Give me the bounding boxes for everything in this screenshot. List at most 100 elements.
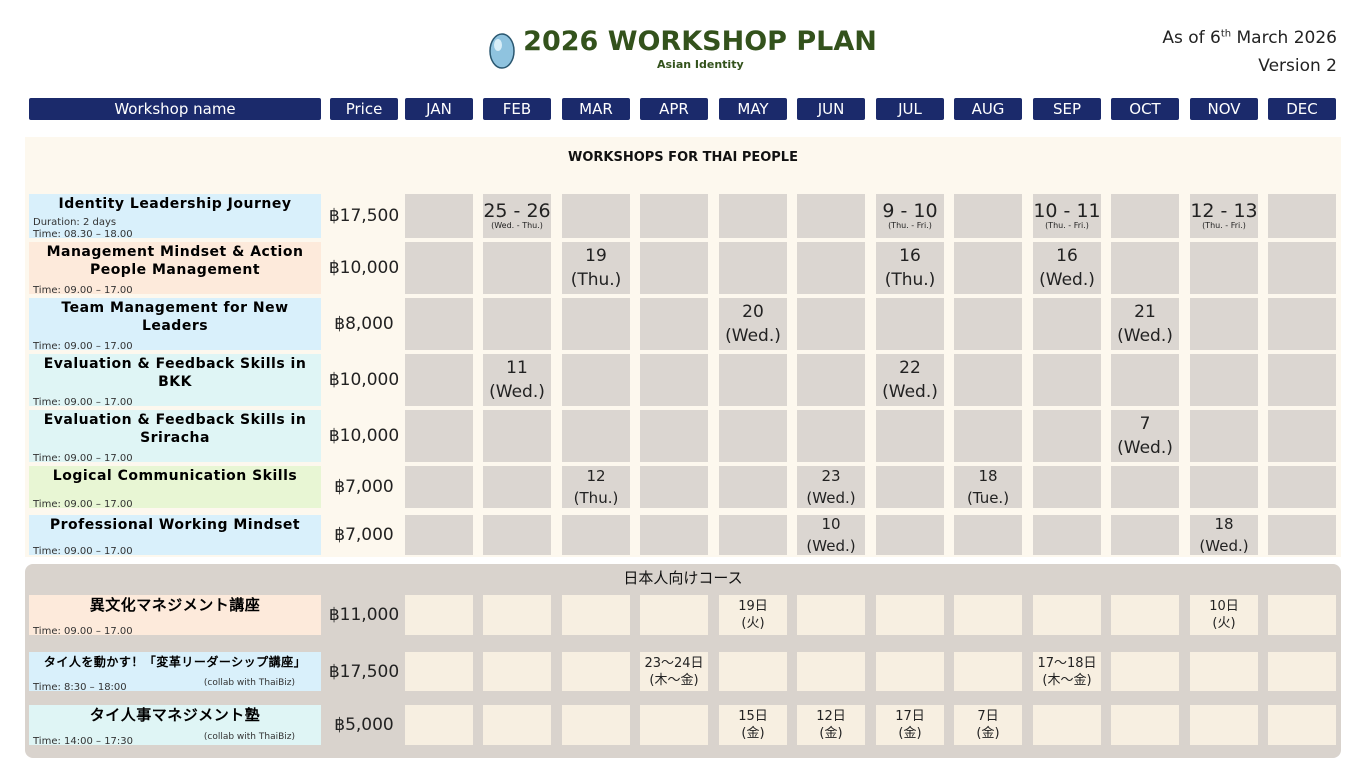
- month-cell: 16 (Wed.): [1033, 242, 1101, 294]
- month-cell: [1268, 515, 1336, 555]
- month-cell: [797, 298, 865, 350]
- version: Version 2: [1258, 56, 1337, 76]
- session-date: 12日: [816, 709, 846, 724]
- session-date: 19日: [738, 599, 768, 614]
- workshop-detail: Time: 09.00 – 17.00: [33, 453, 133, 464]
- month-cell: [405, 515, 473, 555]
- month-cell: [1033, 595, 1101, 635]
- logo-egg: [489, 33, 515, 69]
- workshop-detail: Time: 8:30 – 18:00: [33, 682, 127, 693]
- month-cell: [954, 354, 1022, 406]
- session-day: (Wed.): [806, 489, 856, 507]
- header-month: MAR: [562, 98, 630, 120]
- month-cell: [797, 410, 865, 462]
- month-cell: [954, 652, 1022, 691]
- month-cell: [954, 242, 1022, 294]
- month-cell: [876, 466, 944, 508]
- workshop-detail: Time: 09.00 – 17.00: [33, 546, 133, 557]
- name-cell: Management Mindset & Action People Manag…: [29, 242, 321, 296]
- month-cell: 10日 (火): [1190, 595, 1258, 635]
- month-cell: [640, 354, 708, 406]
- month-cell: [719, 354, 787, 406]
- title: 2026 WORKSHOP PLAN: [523, 26, 877, 57]
- month-cell: 20 (Wed.): [719, 298, 787, 350]
- month-cell: [562, 298, 630, 350]
- name-cell: Logical Communication Skills Time: 09.00 …: [29, 466, 321, 510]
- month-cell: 17〜18日 (木〜金): [1033, 652, 1101, 691]
- month-cell: [640, 705, 708, 745]
- month-cell: 16 (Thu.): [876, 242, 944, 294]
- price: ฿7,000: [334, 477, 394, 497]
- session-day: (金): [819, 726, 843, 741]
- session-day: (Tue.): [966, 489, 1010, 507]
- month-cell: [562, 194, 630, 238]
- month-cell: [797, 354, 865, 406]
- price: ฿11,000: [328, 605, 400, 625]
- month-cell: 9 - 10 (Thu. - Fri.): [876, 194, 944, 238]
- month-cell: [1190, 298, 1258, 350]
- month-cell: [719, 652, 787, 691]
- workshop-detail: Time: 09.00 – 17.00: [33, 341, 133, 352]
- session-date: 9 - 10: [882, 200, 938, 222]
- as-of-sup: th: [1220, 28, 1232, 40]
- month-cell: [876, 515, 944, 555]
- name-cell: タイ人事マネジメント塾 Time: 14:00 – 17:30 (collab wi…: [29, 705, 321, 747]
- month-cell: [1111, 515, 1179, 555]
- price: ฿17,500: [328, 206, 400, 226]
- month-cell: [1111, 705, 1179, 745]
- month-cell: [1111, 354, 1179, 406]
- session-day: (Thu. - Fri.): [1202, 221, 1246, 230]
- workshop-detail: Time: 08.30 – 18.00: [33, 229, 133, 240]
- header-month: APR: [640, 98, 708, 120]
- month-cell: [1190, 705, 1258, 745]
- month-cell: [954, 410, 1022, 462]
- workshop-name: Professional Working Mindset: [49, 517, 301, 533]
- session-day: (Wed.): [489, 382, 545, 402]
- session-date: 17日: [895, 709, 925, 724]
- header-month: AUG: [954, 98, 1022, 120]
- workshop-detail: Time: 09.00 – 17.00: [33, 397, 133, 408]
- month-cell: 7日 (金): [954, 705, 1022, 745]
- name-cell: Professional Working Mindset Time: 09.00 …: [29, 515, 321, 557]
- month-cell: [640, 595, 708, 635]
- month-cell: [1268, 298, 1336, 350]
- month-cell: 7 (Wed.): [1111, 410, 1179, 462]
- section-title: WORKSHOPS FOR THAI PEOPLE: [568, 150, 798, 165]
- session-day: (木〜金): [1042, 672, 1092, 688]
- month-cell: [405, 466, 473, 508]
- month-cell: [1268, 242, 1336, 294]
- session-date: 10日: [1209, 599, 1239, 614]
- month-cell: [1268, 705, 1336, 745]
- month-cell: [1111, 466, 1179, 508]
- month-cell: [483, 705, 551, 745]
- session-date: 10: [821, 515, 841, 533]
- month-cell: [797, 595, 865, 635]
- month-cell: [483, 595, 551, 635]
- month-cell: 22 (Wed.): [876, 354, 944, 406]
- month-cell: [405, 194, 473, 238]
- month-cell: [483, 410, 551, 462]
- header-month: OCT: [1111, 98, 1179, 120]
- header-month: DEC: [1268, 98, 1336, 120]
- month-cell: [1190, 466, 1258, 508]
- session-date: 11: [506, 358, 528, 378]
- session-date: 23〜24日: [644, 655, 704, 671]
- session-date: 21: [1134, 302, 1156, 322]
- workshop-detail: Duration: 2 days: [33, 217, 117, 228]
- session-day: (Wed.): [806, 537, 856, 555]
- session-date: 16: [1056, 246, 1078, 266]
- month-cell: [405, 652, 473, 691]
- month-cell: 21 (Wed.): [1111, 298, 1179, 350]
- session-date: 7: [1139, 414, 1151, 434]
- price: ฿7,000: [334, 525, 394, 545]
- month-cell: 12 - 13 (Thu. - Fri.): [1190, 194, 1258, 238]
- session-date: 22: [899, 358, 921, 378]
- name-cell: Evaluation & Feedback Skills in BKK Time:…: [29, 354, 321, 408]
- session-day: (Thu.): [884, 270, 936, 290]
- month-cell: 25 - 26 (Wed. - Thu.): [483, 194, 551, 238]
- month-cell: 12 (Thu.): [562, 466, 630, 508]
- month-cell: 23 (Wed.): [797, 466, 865, 508]
- name-cell: Evaluation & Feedback Skills in Sriracha…: [29, 410, 321, 464]
- session-day: (金): [741, 726, 765, 741]
- month-cell: 18 (Tue.): [954, 466, 1022, 508]
